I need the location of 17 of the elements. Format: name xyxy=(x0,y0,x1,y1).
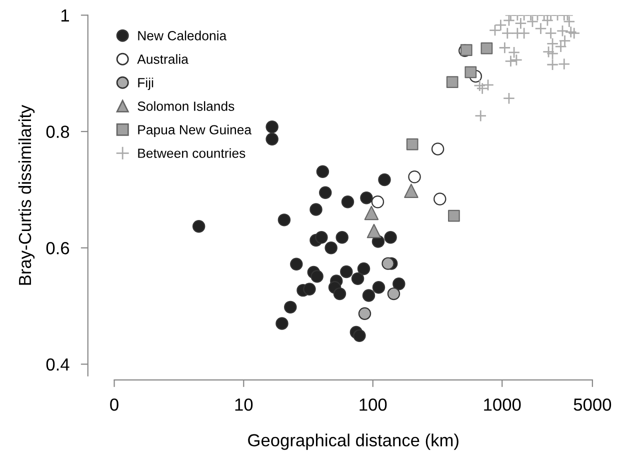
x-tick-label: 5000 xyxy=(574,398,612,411)
legend-label: Solomon Islands xyxy=(138,101,234,111)
x-axis-title: Geographical distance (km) xyxy=(248,434,458,450)
y-axis-title: Bray-Curtis dissimilarity xyxy=(18,104,35,285)
y-tick-label: 0.4 xyxy=(46,358,70,371)
y-tick-label: 0.6 xyxy=(46,242,70,254)
x-tick-label: 0 xyxy=(110,398,118,411)
x-tick-label: 10 xyxy=(235,398,253,411)
legend-label: Papua New Guinea xyxy=(138,124,252,138)
y-tick-label: 0.8 xyxy=(46,126,70,138)
x-tick-label: 100 xyxy=(360,398,387,411)
legend-label: Fiji xyxy=(138,78,154,90)
legend-label: Australia xyxy=(137,54,188,64)
legend-label: New Caledonia xyxy=(138,30,227,40)
x-tick-label: 1000 xyxy=(484,398,521,411)
legend-label: Between countries xyxy=(138,148,246,158)
y-tick-label: 1 xyxy=(61,10,69,22)
